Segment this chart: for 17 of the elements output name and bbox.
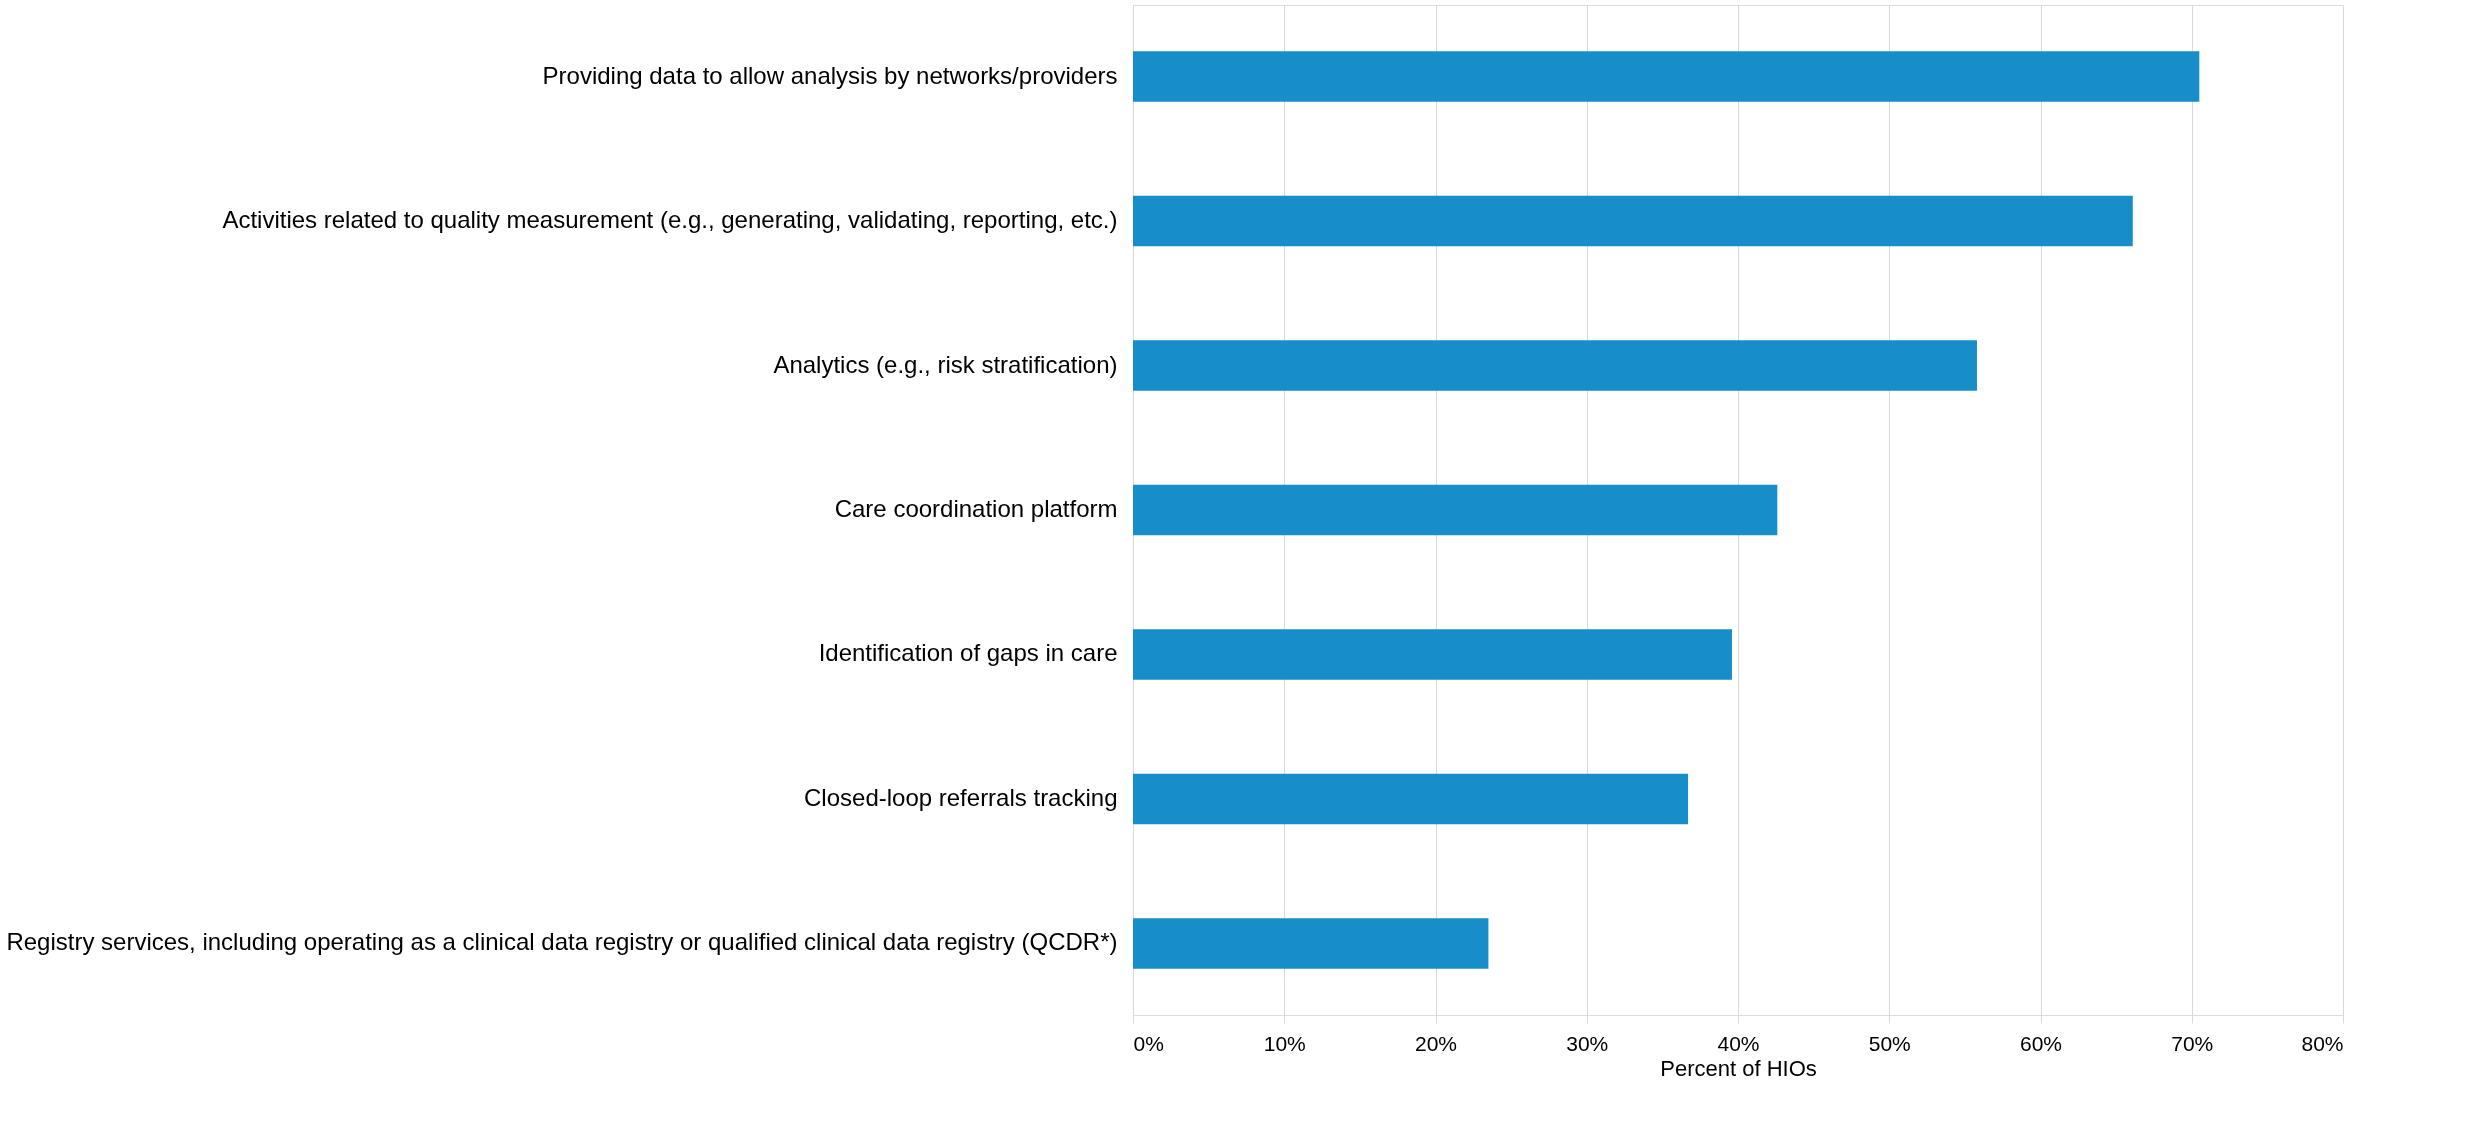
x-axis-title: Percent of HIOs xyxy=(1660,1055,1817,1081)
y-tick-label: Closed-loop referrals tracking xyxy=(804,783,1118,811)
y-tick-label: Providing data to allow analysis by networks/providers xyxy=(542,61,1118,89)
y-tick-label: Registry services, including operating as a clinical data registry or qualified clinical data registry (QCDR*) xyxy=(6,928,1118,956)
x-tick-label: 60% xyxy=(2019,1031,2063,1055)
y-tick-label: Care coordination platform xyxy=(834,495,1118,522)
y-tick-label: Identification of gaps in care xyxy=(818,639,1118,667)
y-tick-label: Activities related to quality measurement (e.g., generating, validating, reporting, etc.) xyxy=(222,206,1118,234)
x-tick-label: 80% xyxy=(2301,1031,2344,1055)
y-tick-label: Analytics (e.g., risk stratification) xyxy=(773,350,1118,378)
x-tick-label: 70% xyxy=(2171,1031,2214,1055)
x-tick-label: 50% xyxy=(1868,1031,1911,1055)
x-tick-label: 40% xyxy=(1717,1031,1760,1055)
x-tick-label: 30% xyxy=(1566,1031,1609,1055)
x-tick-label: 0% xyxy=(1133,1031,1164,1055)
x-tick-label: 10% xyxy=(1263,1031,1306,1055)
x-tick-label: 20% xyxy=(1414,1031,1458,1055)
